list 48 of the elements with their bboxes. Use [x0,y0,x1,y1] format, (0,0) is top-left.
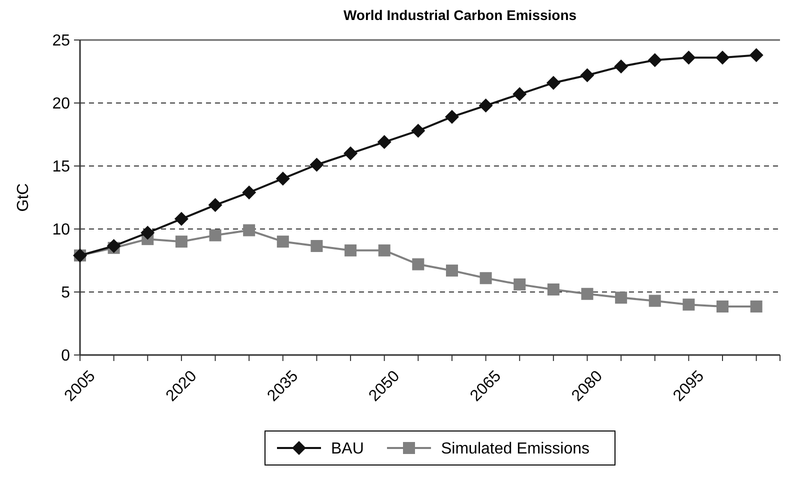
y-tick-label: 25 [52,32,70,50]
point [174,212,188,226]
point [512,87,527,102]
y-axis-title: GtC [15,183,32,212]
point [140,226,155,240]
point [243,224,256,236]
point [546,76,560,90]
point [648,53,662,68]
point [276,236,289,248]
point [208,198,222,212]
point [242,185,256,200]
y-tick-label: 10 [52,222,70,239]
point [106,239,121,254]
point [581,288,594,300]
point [580,68,594,82]
chart-title: World Industrial Carbon Emissions [343,7,577,23]
point [749,48,764,62]
point [682,50,696,65]
y-tick-label: 20 [52,96,70,113]
point [310,158,324,172]
point [209,229,222,242]
y-tick-label: 15 [52,158,70,176]
point [614,59,628,74]
point [750,300,762,312]
point [682,298,695,311]
point [378,244,390,256]
point [344,244,357,256]
point [344,146,358,160]
point [377,135,392,150]
point [514,278,526,290]
point [547,283,560,296]
legend-label: Simulated Emissions [441,440,590,458]
point [446,264,458,277]
point [716,300,729,312]
point [276,172,290,186]
point [480,272,492,284]
y-tick-label: 0 [61,348,70,365]
point [615,292,628,304]
point [648,294,661,307]
point [310,240,323,252]
point [478,98,493,113]
y-tick-label: 5 [61,284,70,302]
point [175,236,188,248]
legend-label: BAU [331,440,364,458]
point [411,124,426,138]
point [444,110,459,124]
point [412,258,424,270]
point [716,50,730,65]
